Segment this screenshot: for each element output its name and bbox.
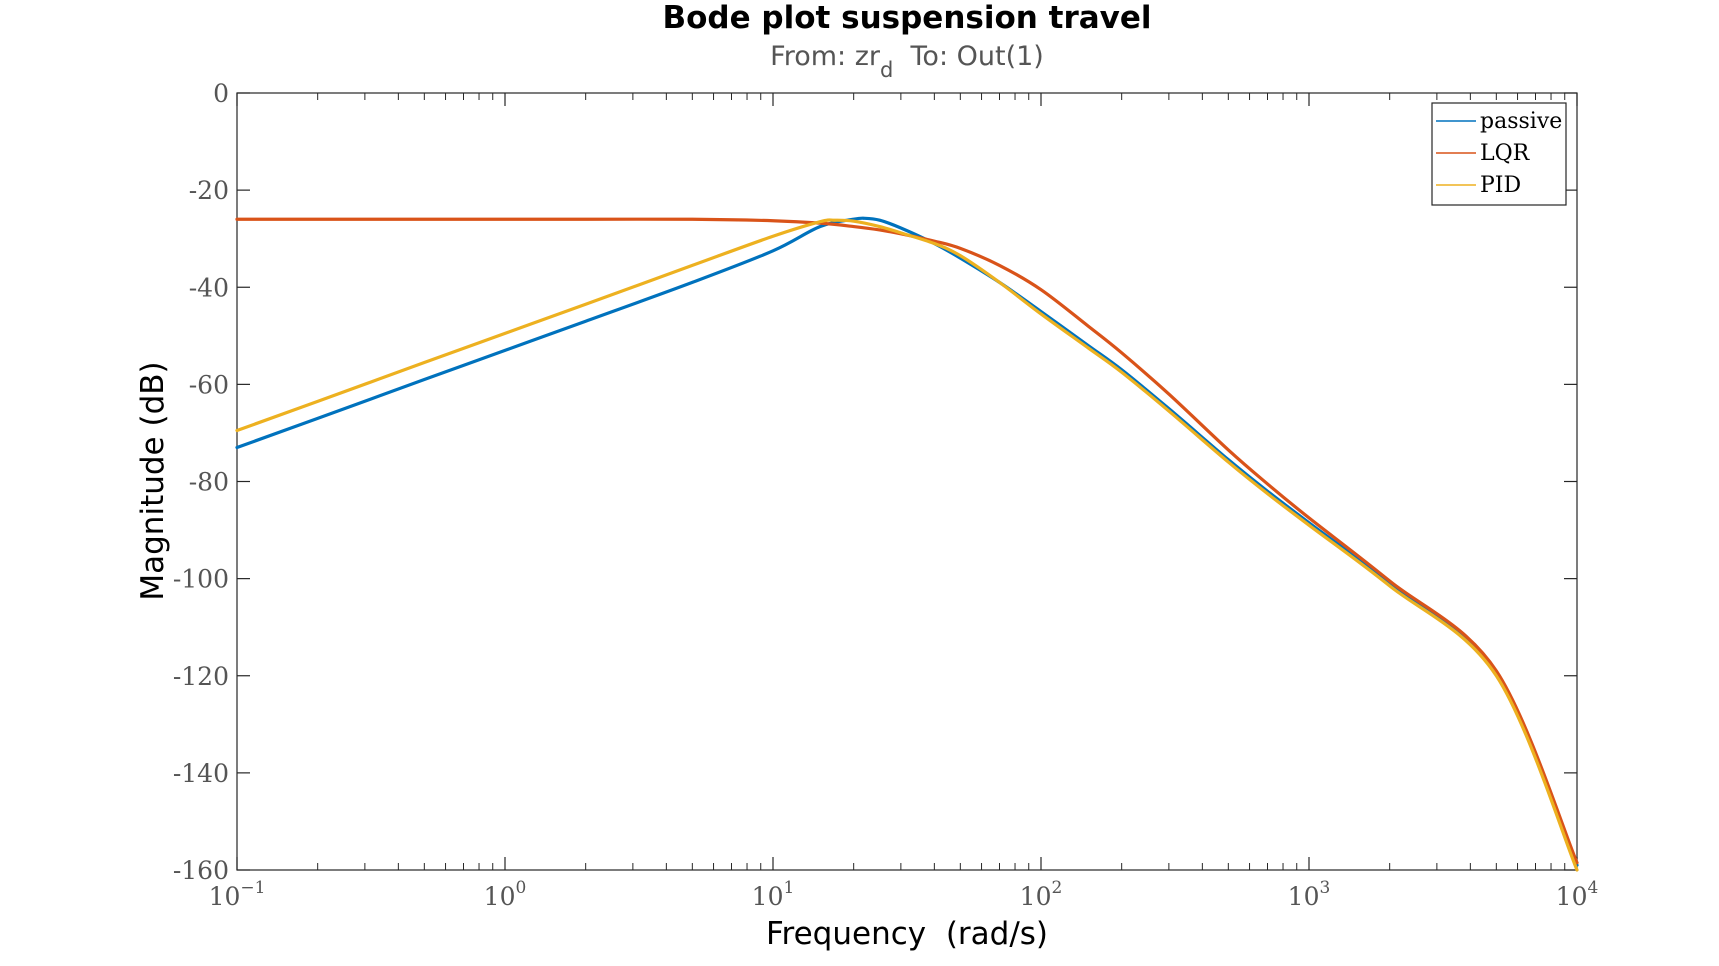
x-tick-label: 10−1 bbox=[209, 878, 266, 911]
y-tick-label: -100 bbox=[173, 565, 229, 594]
x-tick-label: 104 bbox=[1556, 878, 1599, 911]
y-tick-label: -120 bbox=[173, 662, 229, 691]
y-tick-label: -140 bbox=[173, 759, 229, 788]
legend-box bbox=[1431, 102, 1567, 206]
x-tick-label: 101 bbox=[752, 878, 795, 911]
y-tick-label: -60 bbox=[189, 370, 229, 399]
subtitle-suffix: To: Out(1) bbox=[893, 41, 1043, 72]
legend-label-lqr: LQR bbox=[1480, 141, 1531, 166]
x-tick-label: 102 bbox=[1020, 878, 1063, 911]
legend-label-pid: PID bbox=[1480, 173, 1521, 198]
subtitle-prefix: From: zr bbox=[770, 41, 881, 72]
chart-subtitle: From: zrd To: Out(1) bbox=[770, 41, 1044, 82]
x-tick-base: 10 bbox=[484, 882, 516, 911]
y-tick-label: -80 bbox=[189, 468, 229, 497]
plot-area bbox=[235, 92, 1579, 872]
series-line-lqr bbox=[235, 217, 1579, 865]
legend: passive LQR PID bbox=[1431, 102, 1567, 206]
subtitle-subscript: d bbox=[880, 58, 893, 82]
chart-title: Bode plot suspension travel bbox=[662, 0, 1151, 36]
x-tick-base: 10 bbox=[1020, 882, 1052, 911]
x-tick-labels: 10−1 100 101 102 103 104 bbox=[209, 878, 1599, 911]
y-axis-label: Magnitude (dB) bbox=[135, 361, 171, 600]
major-ticks bbox=[236, 92, 1578, 871]
x-axis-label: Frequency (rad/s) bbox=[766, 916, 1048, 952]
axes-box bbox=[236, 92, 1578, 871]
x-tick-base: 10 bbox=[1288, 882, 1320, 911]
x-tick-exponent: 4 bbox=[1587, 878, 1598, 898]
x-tick-exponent: 0 bbox=[515, 878, 526, 898]
x-tick-exponent: 3 bbox=[1319, 878, 1330, 898]
legend-label-passive: passive bbox=[1480, 109, 1562, 134]
x-tick-base: 10 bbox=[752, 882, 784, 911]
x-tick-label: 100 bbox=[484, 878, 527, 911]
y-tick-label: -40 bbox=[189, 273, 229, 302]
x-tick-exponent: 1 bbox=[783, 878, 794, 898]
y-tick-label: 0 bbox=[213, 79, 229, 108]
y-tick-labels: 0 -20 -40 -60 -80 -100 -120 -140 -160 bbox=[173, 79, 229, 885]
series-line-pid bbox=[235, 218, 1579, 872]
x-tick-exponent: −1 bbox=[240, 878, 265, 898]
series-layer bbox=[235, 216, 1579, 872]
y-tick-label: -160 bbox=[173, 856, 229, 885]
y-tick-label: -20 bbox=[189, 176, 229, 205]
x-tick-base: 10 bbox=[1556, 882, 1588, 911]
x-tick-base: 10 bbox=[209, 882, 241, 911]
x-tick-exponent: 2 bbox=[1051, 878, 1062, 898]
minor-ticks bbox=[317, 93, 1566, 870]
x-tick-label: 103 bbox=[1288, 878, 1331, 911]
